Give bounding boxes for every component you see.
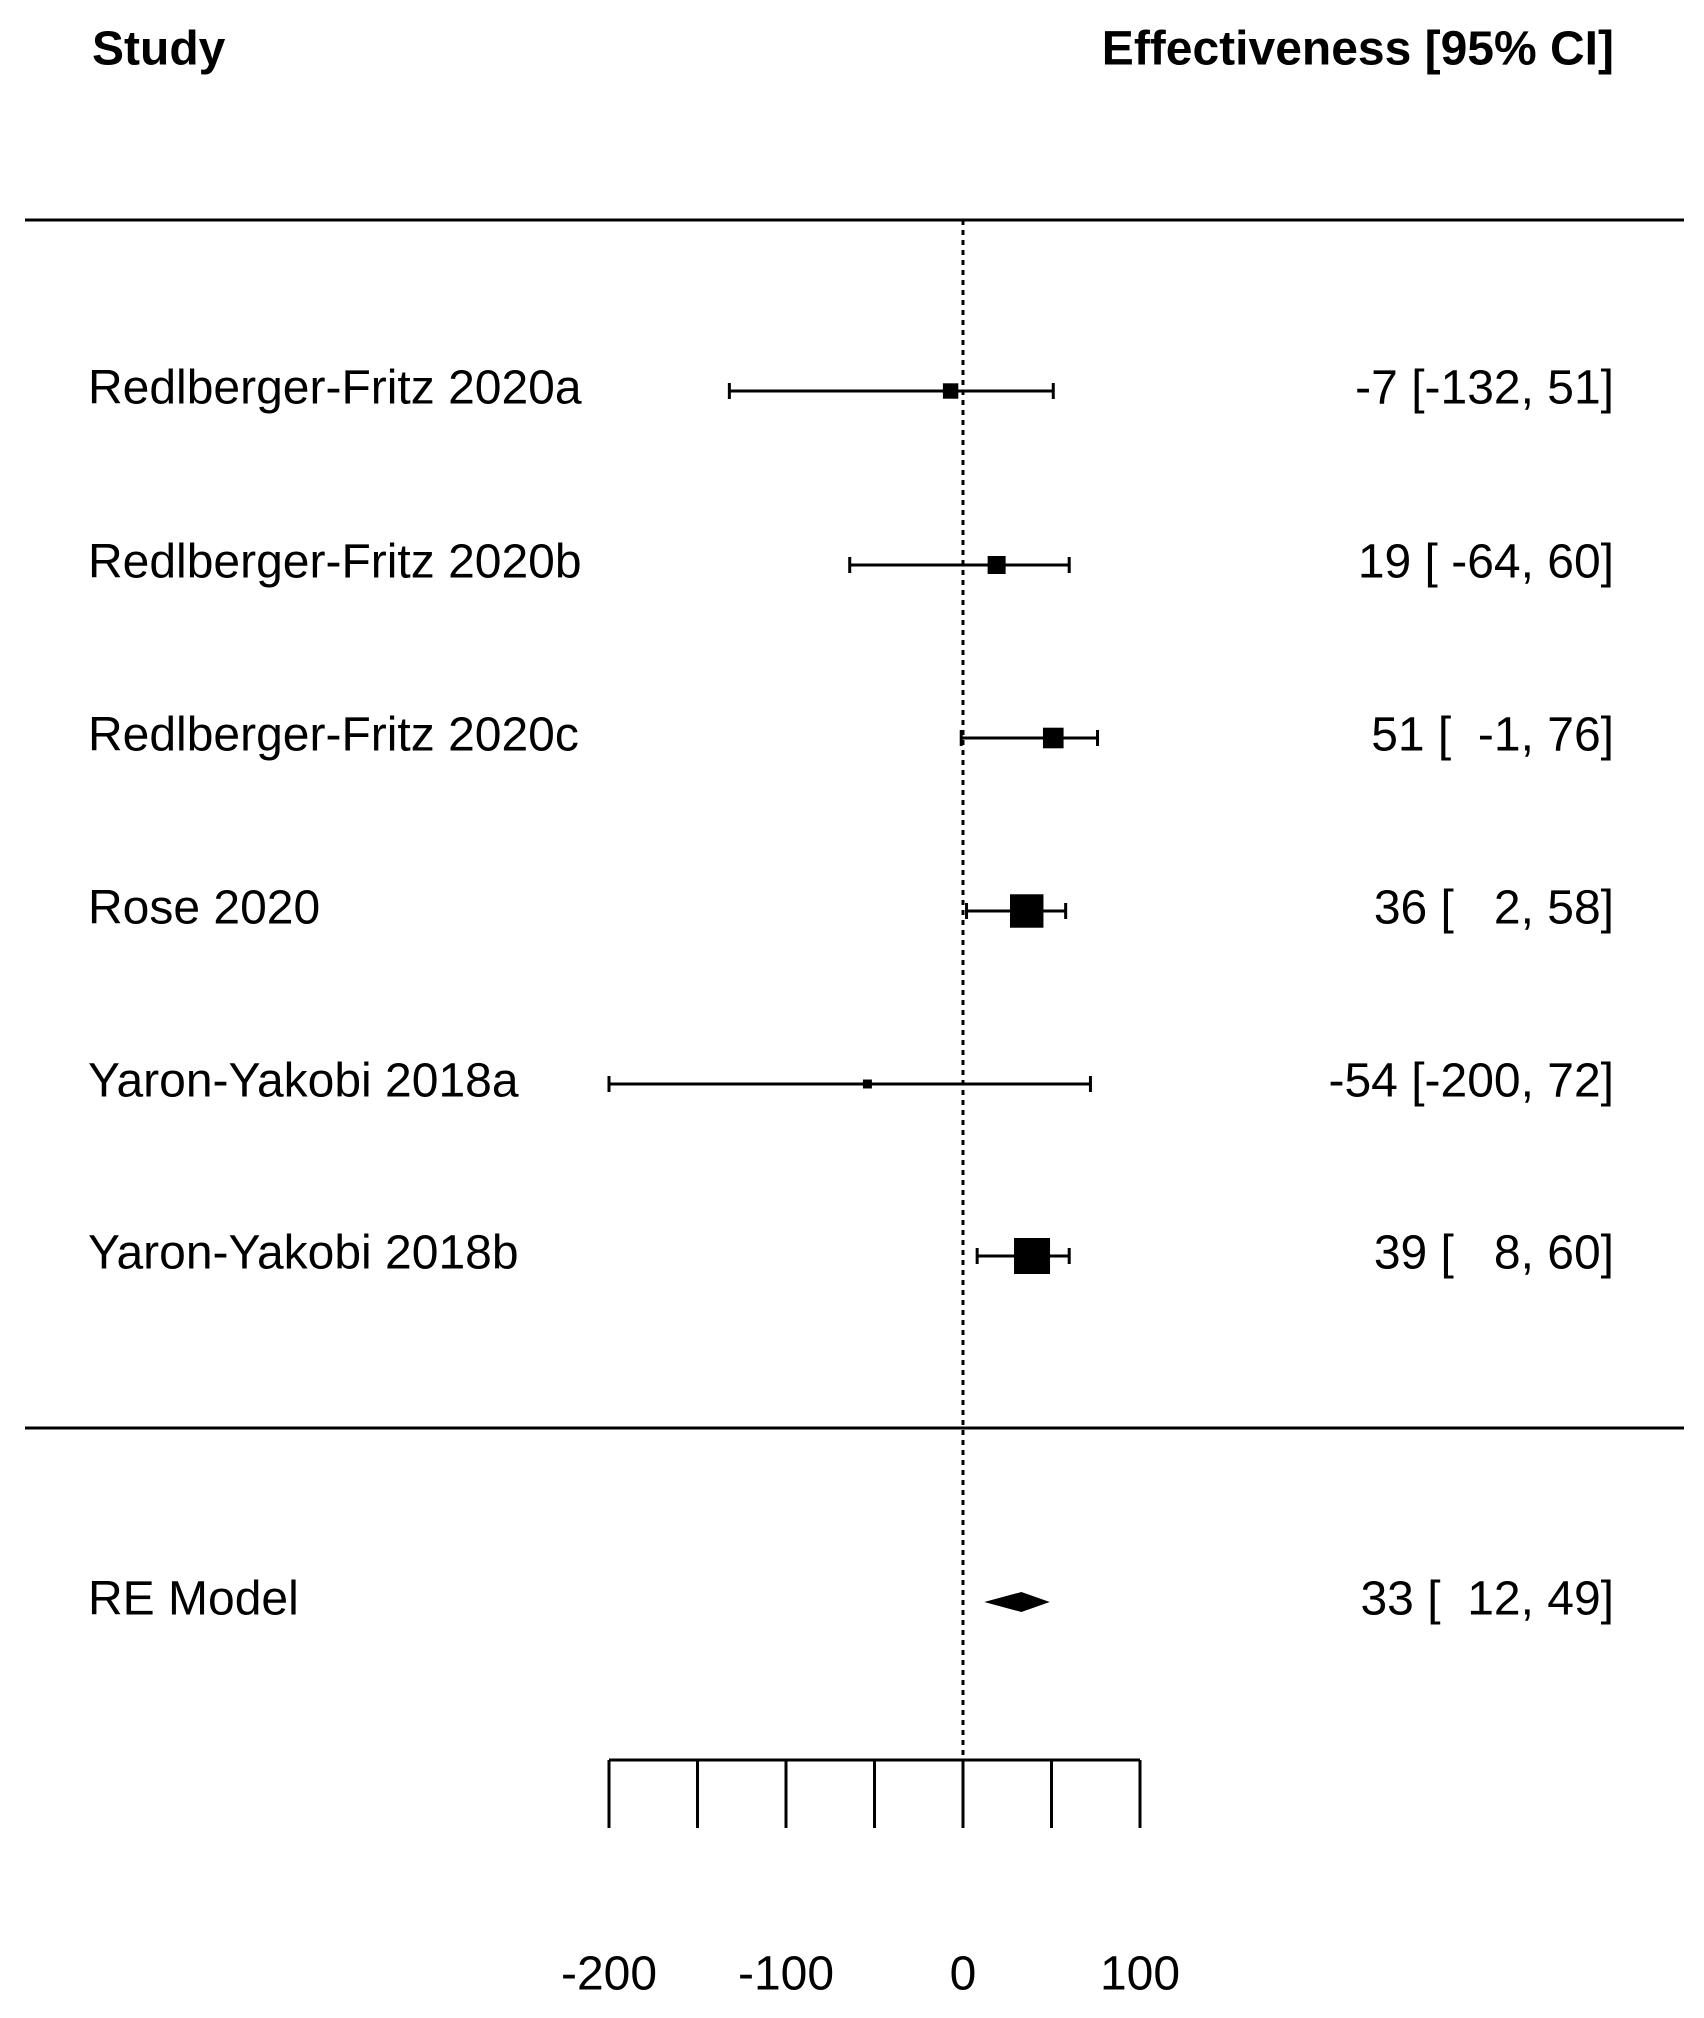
estimate-square [1014, 1238, 1051, 1274]
x-tick-label: 100 [1100, 1948, 1180, 2001]
ci-label: -54 [-200, 72] [1328, 1055, 1614, 1108]
ci-label: 36 [ 2, 58] [1374, 882, 1614, 935]
ci-label: 51 [ -1, 76] [1371, 709, 1614, 762]
ci-label: 39 [ 8, 60] [1374, 1227, 1614, 1280]
study-label: Redlberger-Fritz 2020a [88, 362, 582, 415]
estimate-square [1042, 727, 1064, 749]
summary-diamond [984, 1592, 1050, 1612]
study-header: Study [92, 23, 226, 76]
summary-label: RE Model [88, 1573, 299, 1626]
estimate-square [987, 556, 1006, 574]
estimate-square [942, 383, 959, 399]
summary-ci-label: 33 [ 12, 49] [1360, 1573, 1614, 1626]
estimate-square [862, 1079, 872, 1089]
effect-header: Effectiveness [95% CI] [1102, 23, 1614, 76]
study-label: Yaron-Yakobi 2018a [88, 1055, 519, 1108]
ci-label: -7 [-132, 51] [1355, 362, 1614, 415]
estimate-square [1009, 894, 1044, 928]
study-label: Yaron-Yakobi 2018b [88, 1227, 519, 1280]
study-label: Redlberger-Fritz 2020b [88, 536, 582, 589]
study-label: Rose 2020 [88, 882, 320, 935]
x-tick-label: 0 [950, 1948, 977, 2001]
x-tick-label: -100 [738, 1948, 834, 2001]
study-label: Redlberger-Fritz 2020c [88, 709, 579, 762]
ci-label: 19 [ -64, 60] [1358, 536, 1614, 589]
x-tick-label: -200 [561, 1948, 657, 2001]
